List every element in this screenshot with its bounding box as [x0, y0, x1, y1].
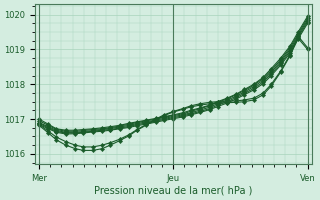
X-axis label: Pression niveau de la mer( hPa ): Pression niveau de la mer( hPa )	[94, 186, 252, 196]
